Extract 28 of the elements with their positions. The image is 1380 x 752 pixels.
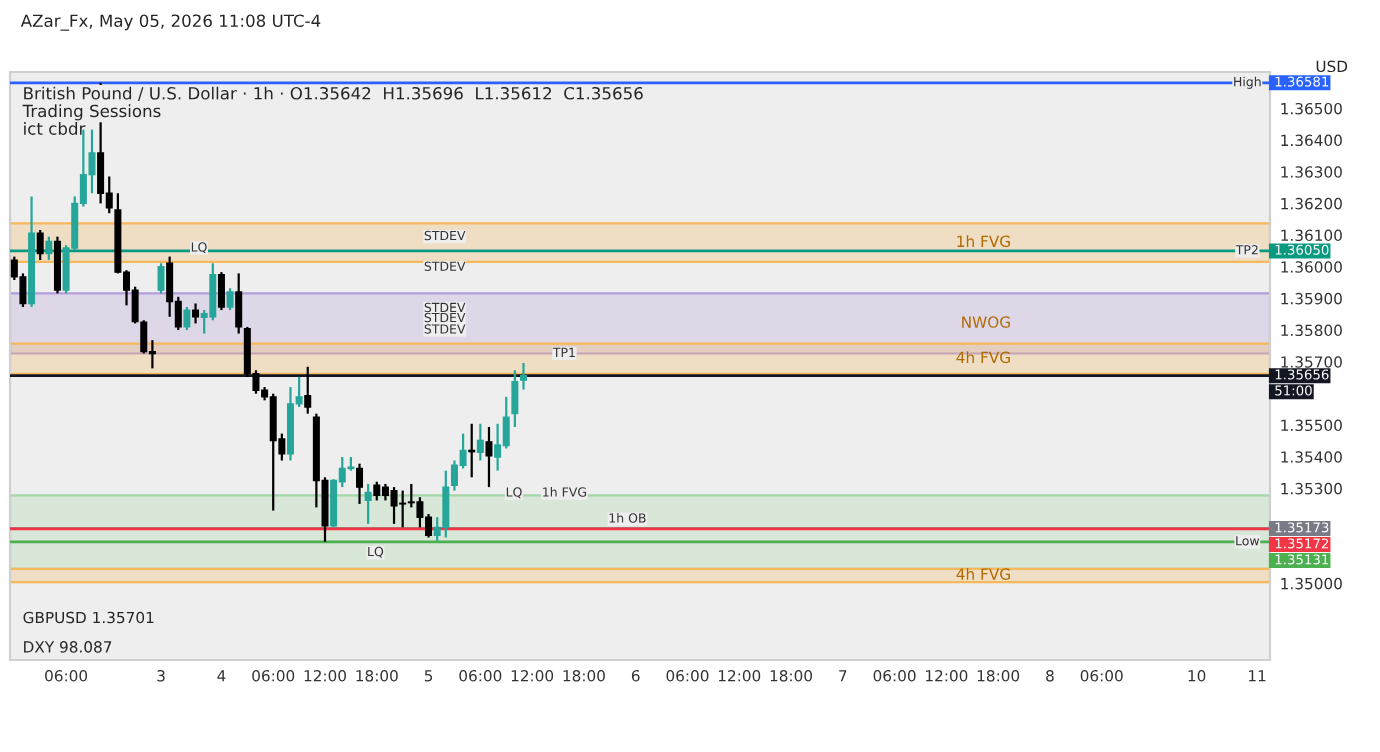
annotation: ict cbdr bbox=[24, 121, 86, 135]
text: AZar_Fx, May 05, 2026 11:08 UTC-4 bbox=[20, 14, 321, 31]
candlestick bbox=[502, 395, 510, 450]
candlestick bbox=[373, 480, 381, 502]
text: Trading Sessions bbox=[22, 104, 161, 121]
candlestick bbox=[364, 482, 372, 525]
candlestick bbox=[399, 489, 407, 529]
text: British Pound / U.S. Dollar · 1h · O1.35642 H1.35696 L1.35612 C1.35656 bbox=[24, 86, 643, 101]
candlestick bbox=[476, 422, 484, 462]
candlestick bbox=[356, 462, 364, 506]
candlestick bbox=[511, 369, 519, 429]
candlestick bbox=[45, 235, 53, 262]
candlestick bbox=[226, 287, 234, 312]
candlestick bbox=[217, 271, 225, 312]
candlestick bbox=[209, 262, 217, 322]
candlestick bbox=[494, 422, 502, 472]
candlestick bbox=[485, 425, 493, 489]
candlestick bbox=[304, 365, 312, 415]
candlestick bbox=[442, 469, 450, 539]
candlestick bbox=[192, 302, 200, 325]
candlestick bbox=[235, 272, 243, 335]
candlestick bbox=[390, 486, 398, 525]
candlestick bbox=[519, 361, 527, 391]
candlestick bbox=[269, 392, 277, 512]
candlestick bbox=[36, 228, 44, 262]
candlestick bbox=[416, 496, 424, 529]
candlestick bbox=[183, 305, 191, 332]
candlestick bbox=[157, 262, 165, 295]
